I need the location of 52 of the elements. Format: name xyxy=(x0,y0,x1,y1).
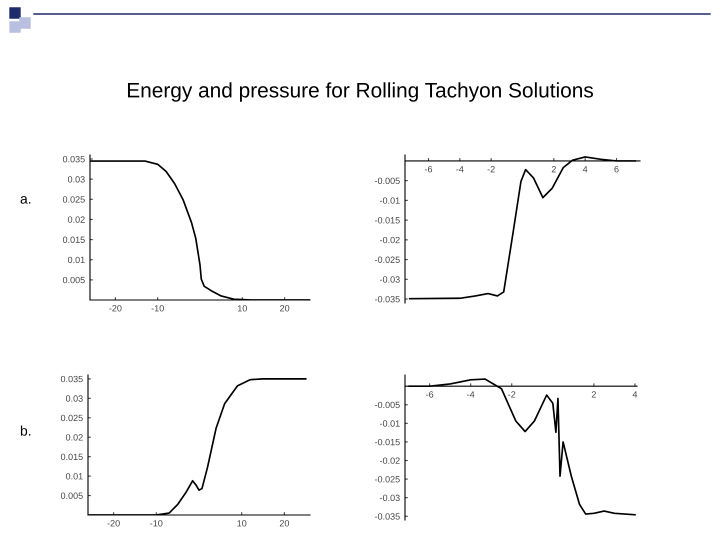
x-tick-label: -4 xyxy=(467,391,474,398)
y-tick-label: 0.03 xyxy=(66,395,83,402)
x-tick-label: -6 xyxy=(424,166,432,172)
y-tick-label: -0.025 xyxy=(374,256,400,263)
x-tick-label: -2 xyxy=(508,391,516,398)
x-tick-label: 10 xyxy=(237,520,246,526)
y-tick-label: 0.005 xyxy=(62,276,85,284)
x-tick-label: 2 xyxy=(552,166,556,172)
y-tick-label: 0.025 xyxy=(62,196,85,203)
y-tick-label: 0.015 xyxy=(62,236,85,243)
x-tick-label: 20 xyxy=(280,305,290,312)
y-tick-label: -0.035 xyxy=(374,513,400,520)
y-tick-label: 0.015 xyxy=(60,454,83,460)
y-tick-label: -0.03 xyxy=(380,276,400,283)
y-tick-label: -0.015 xyxy=(374,438,400,446)
y-tick-label: -0.03 xyxy=(380,494,400,502)
x-tick-label: -2 xyxy=(488,166,495,172)
y-tick-label: 0.02 xyxy=(68,216,85,223)
x-tick-label: -10 xyxy=(152,305,164,312)
x-tick-label: 6 xyxy=(614,166,619,172)
x-tick-label: 20 xyxy=(280,520,290,526)
x-tick-label: 2 xyxy=(592,391,596,398)
y-tick-label: -0.02 xyxy=(380,457,400,464)
y-tick-label: -0.005 xyxy=(374,402,400,408)
y-tick-label: 0.02 xyxy=(66,434,83,441)
x-tick-label: 4 xyxy=(582,166,588,172)
y-tick-label: 0.01 xyxy=(68,256,85,264)
y-tick-label: -0.02 xyxy=(380,236,400,244)
line-series xyxy=(408,378,636,516)
x-tick-label: -20 xyxy=(109,305,122,312)
y-tick-label: 0.005 xyxy=(60,492,83,499)
y-tick-label: 0.035 xyxy=(62,156,85,162)
text: Energy and pressure for Rolling Tachyon Solutions xyxy=(128,82,594,102)
x-tick-label: 10 xyxy=(238,305,247,312)
x-tick-label: -20 xyxy=(107,520,120,526)
y-tick-label: -0.005 xyxy=(374,178,400,184)
y-tick-label: 0.035 xyxy=(60,376,83,382)
x-tick-label: -10 xyxy=(150,520,162,526)
text: a. xyxy=(20,196,30,204)
y-tick-label: -0.01 xyxy=(380,197,400,204)
line-series xyxy=(408,156,636,300)
x-tick-label: -6 xyxy=(426,391,434,398)
text: b. xyxy=(20,426,30,436)
y-tick-label: -0.01 xyxy=(380,420,400,427)
y-tick-label: 0.01 xyxy=(66,473,83,480)
x-tick-label: -4 xyxy=(456,166,464,172)
y-tick-label: -0.015 xyxy=(374,217,400,224)
y-tick-label: 0.03 xyxy=(68,176,85,183)
y-tick-label: -0.035 xyxy=(374,296,400,302)
y-tick-label: 0.025 xyxy=(60,414,83,422)
y-tick-label: -0.025 xyxy=(374,476,400,482)
x-tick-label: 4 xyxy=(632,391,638,398)
